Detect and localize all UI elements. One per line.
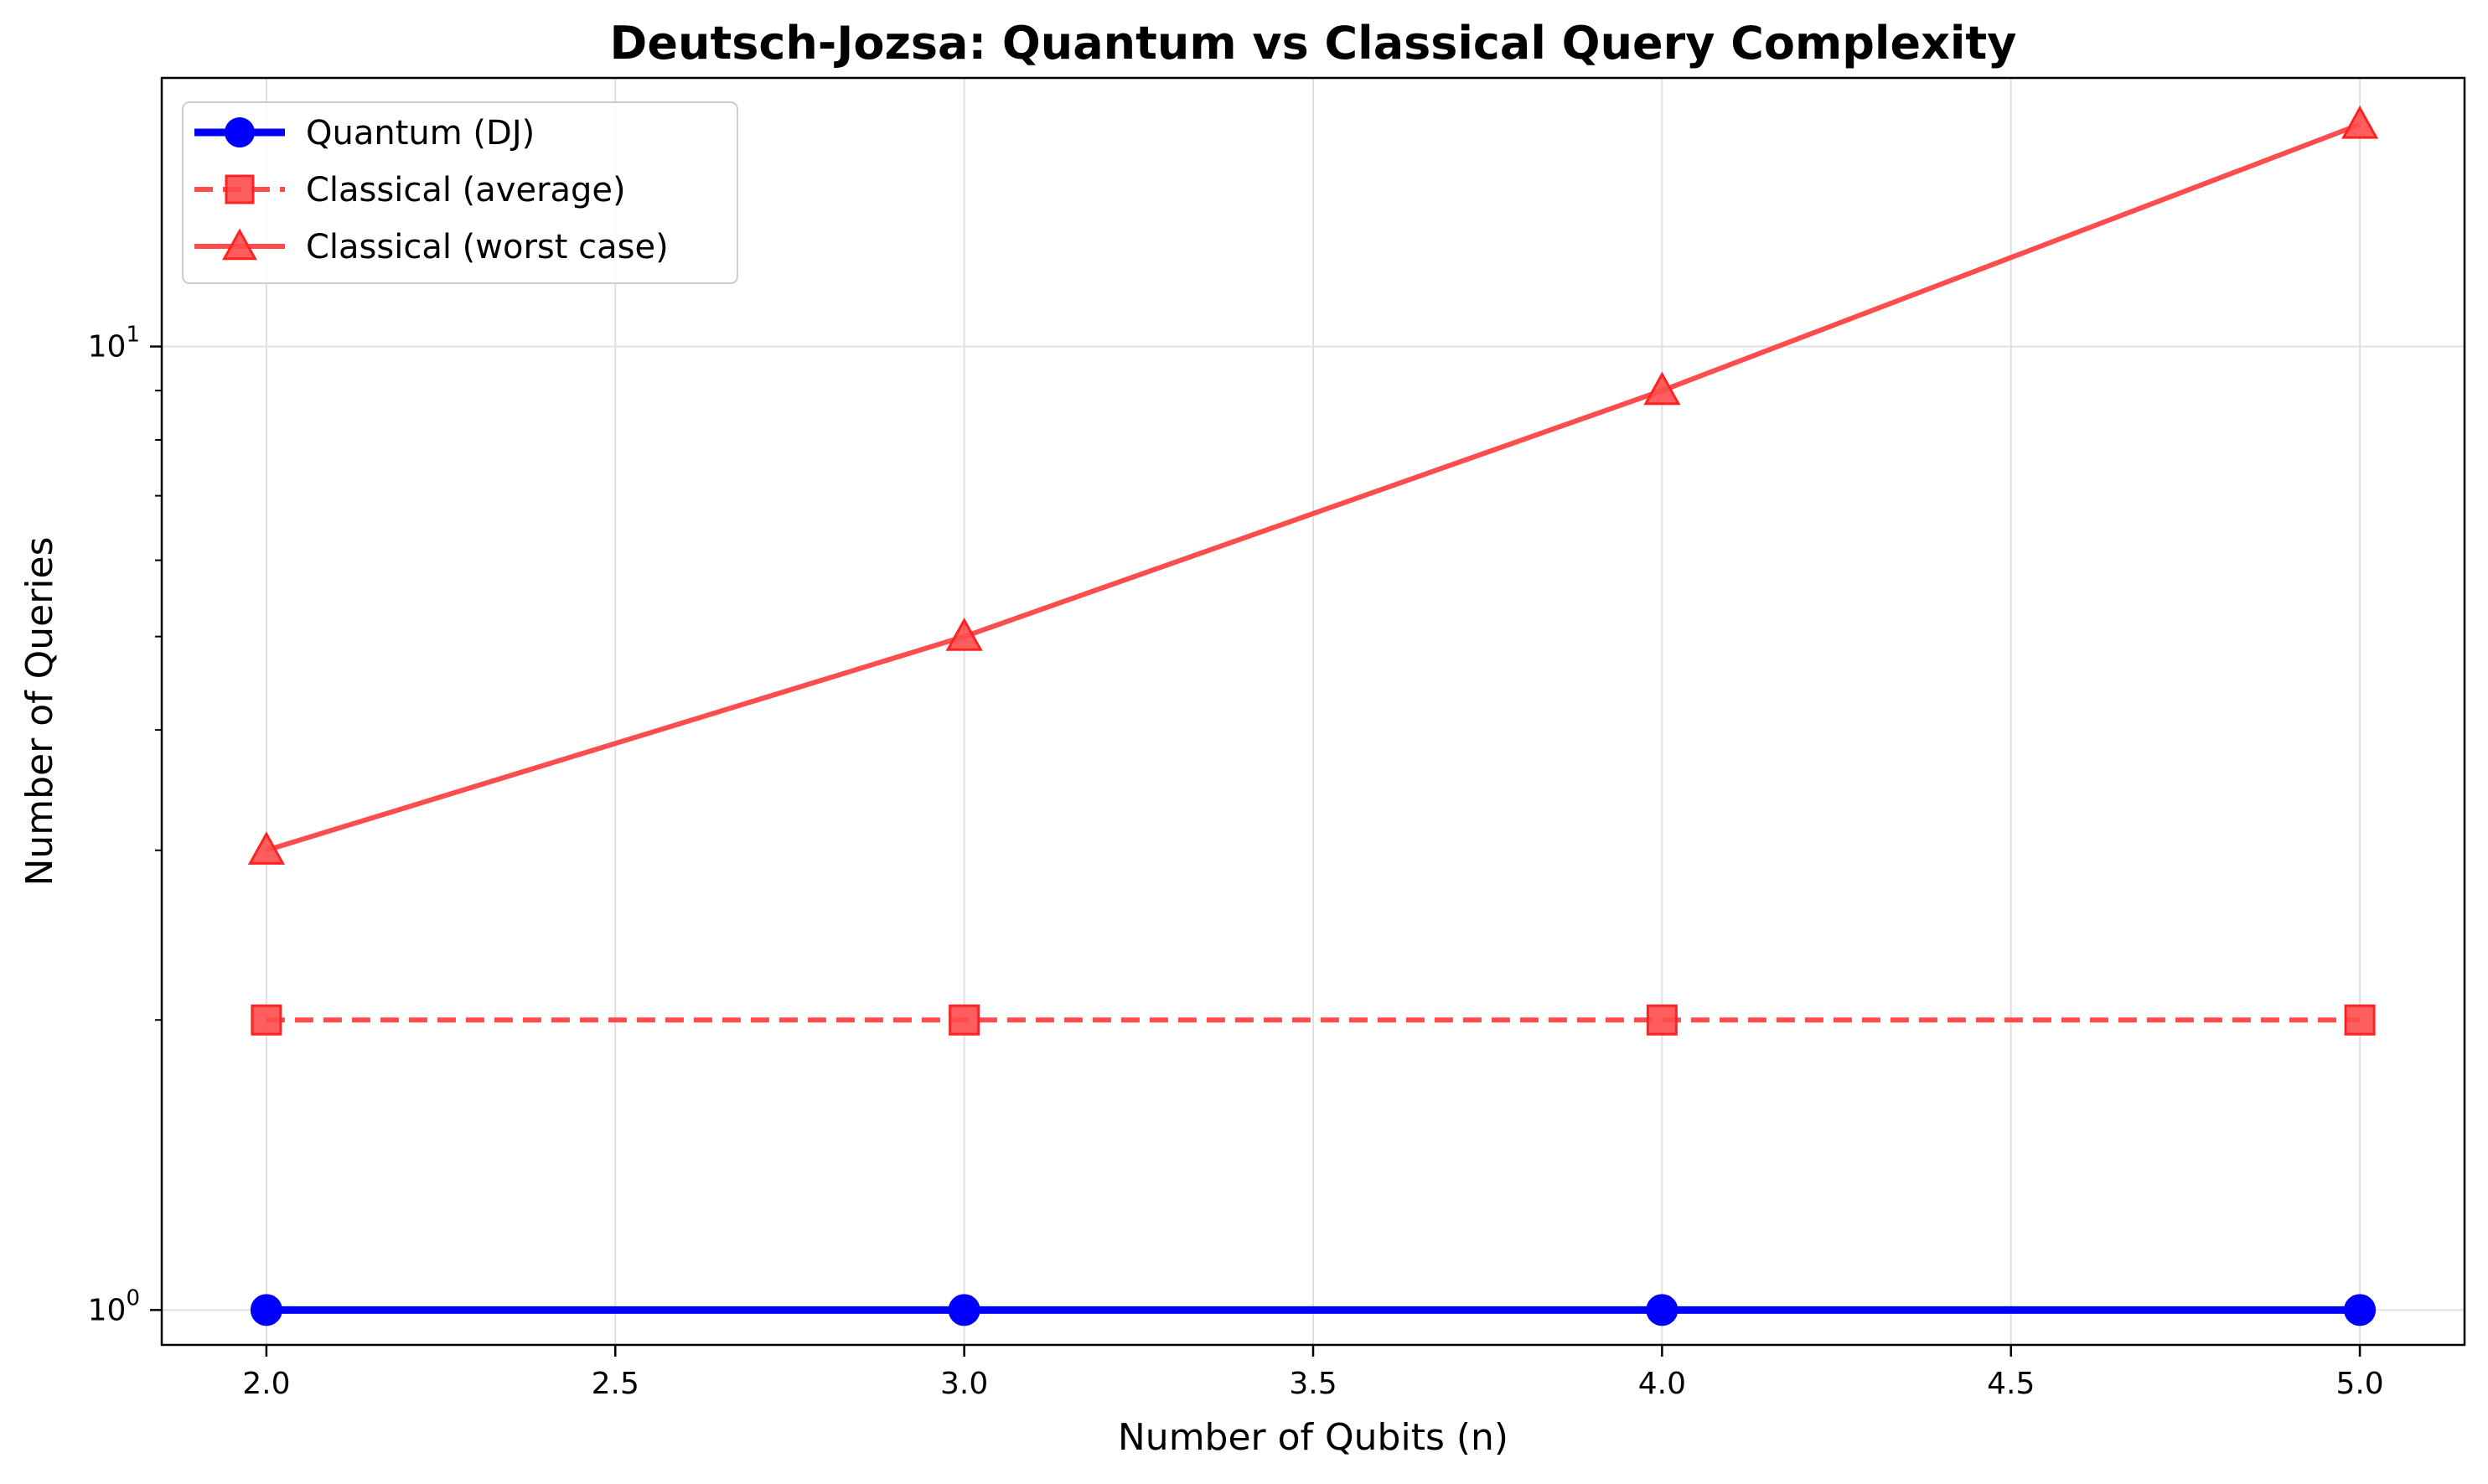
data-point: [2344, 1294, 2377, 1326]
data-point: [225, 117, 255, 147]
y-tick-base: 10: [88, 330, 127, 365]
legend: Quantum (DJ) Classical (average) Classical…: [182, 101, 738, 284]
y-tick-exponent: 1: [126, 323, 140, 348]
series-classical-worst-case: [247, 105, 2379, 865]
y-tick-label: 101: [88, 323, 140, 365]
legend-label: Classical (worst case): [306, 228, 669, 266]
y-tick-exponent: 0: [126, 1285, 140, 1311]
x-tick-label: 4.5: [1987, 1367, 2035, 1401]
data-point: [2341, 105, 2379, 139]
data-point: [1643, 371, 1681, 406]
x-tick-label: 3.0: [940, 1367, 988, 1401]
x-tick-label: 3.5: [1289, 1367, 1337, 1401]
series-layer: [247, 105, 2379, 1326]
y-axis-label: Number of Queries: [18, 536, 61, 886]
x-tick-label: 4.0: [1638, 1367, 1686, 1401]
legend-box: [182, 101, 738, 284]
series-classical-average: [251, 1004, 2376, 1036]
data-point: [222, 228, 257, 261]
x-tick-label: 2.5: [592, 1367, 639, 1401]
data-point: [949, 1004, 980, 1036]
data-point: [948, 1294, 980, 1326]
chart-title: Deutsch-Jozsa: Quantum vs Classical Quer…: [610, 17, 2017, 70]
x-tick-label: 2.0: [242, 1367, 290, 1401]
legend-label: Quantum (DJ): [306, 114, 535, 153]
series-quantum: [250, 1294, 2377, 1326]
data-point: [250, 1294, 282, 1326]
x-axis-label: Number of Qubits (n): [1118, 1416, 1508, 1459]
data-point: [251, 1004, 282, 1036]
data-point: [225, 174, 255, 204]
legend-entry: Classical (average): [194, 171, 626, 209]
x-tick-label: 5.0: [2335, 1367, 2383, 1401]
data-point: [945, 618, 983, 651]
data-point: [2344, 1004, 2376, 1036]
data-point: [247, 831, 286, 865]
legend-entry: Quantum (DJ): [194, 114, 535, 153]
data-point: [1646, 1294, 1678, 1326]
data-point: [1646, 1004, 1678, 1036]
y-tick-label: 100: [88, 1285, 140, 1327]
legend-label: Classical (average): [306, 171, 626, 209]
series-line: [266, 122, 2361, 853]
legend-entry: Classical (worst case): [194, 228, 669, 266]
y-tick-base: 10: [88, 1293, 127, 1327]
